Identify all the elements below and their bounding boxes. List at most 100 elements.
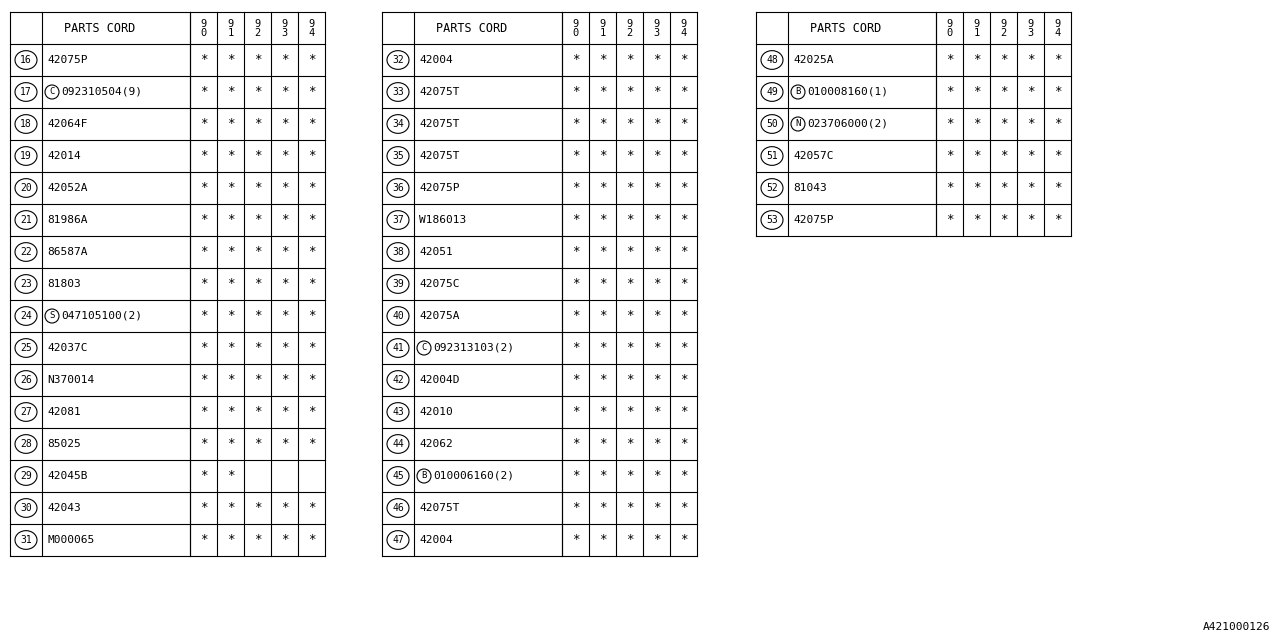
Text: 9: 9 [255,19,261,29]
Text: *: * [253,54,261,67]
Text: *: * [572,118,580,131]
Text: 42075P: 42075P [47,55,87,65]
Text: *: * [680,182,687,195]
Text: N: N [795,120,801,129]
Text: *: * [280,86,288,99]
Text: *: * [680,342,687,355]
Text: *: * [280,246,288,259]
Text: 18: 18 [20,119,32,129]
Text: PARTS CORD: PARTS CORD [436,22,508,35]
Text: *: * [599,246,607,259]
Text: 0: 0 [946,28,952,38]
Text: *: * [200,150,207,163]
Text: *: * [1053,182,1061,195]
Text: 010008160(1): 010008160(1) [806,87,888,97]
Text: 24: 24 [20,311,32,321]
Text: *: * [307,374,315,387]
Text: *: * [599,534,607,547]
Text: 42052A: 42052A [47,183,87,193]
Text: *: * [626,86,634,99]
Text: *: * [572,86,580,99]
Text: 4: 4 [681,28,686,38]
Text: *: * [1053,150,1061,163]
Text: *: * [626,214,634,227]
Text: *: * [227,406,234,419]
Text: *: * [253,374,261,387]
Text: 9: 9 [626,19,632,29]
Text: *: * [1000,182,1007,195]
Text: 42: 42 [392,375,404,385]
Text: 27: 27 [20,407,32,417]
Text: 50: 50 [767,119,778,129]
Text: C: C [421,344,426,353]
Text: 9: 9 [1001,19,1006,29]
Text: *: * [572,406,580,419]
Text: *: * [307,54,315,67]
Text: *: * [253,438,261,451]
Text: *: * [227,150,234,163]
Text: *: * [1027,214,1034,227]
Text: 21: 21 [20,215,32,225]
Text: *: * [599,182,607,195]
Text: *: * [280,534,288,547]
Text: 42075P: 42075P [794,215,833,225]
Text: *: * [200,86,207,99]
Text: 010006160(2): 010006160(2) [433,471,515,481]
Text: 34: 34 [392,119,404,129]
Text: 3: 3 [282,28,288,38]
Text: *: * [626,534,634,547]
Text: *: * [227,438,234,451]
Text: 9: 9 [308,19,315,29]
Text: *: * [572,342,580,355]
Text: *: * [653,438,660,451]
Text: *: * [227,534,234,547]
Text: *: * [307,310,315,323]
Text: *: * [200,374,207,387]
Text: *: * [680,438,687,451]
Text: *: * [973,150,980,163]
Text: *: * [307,182,315,195]
Text: *: * [227,246,234,259]
Text: *: * [280,118,288,131]
Text: 16: 16 [20,55,32,65]
Text: *: * [599,118,607,131]
Text: *: * [653,278,660,291]
Text: 33: 33 [392,87,404,97]
Text: 46: 46 [392,503,404,513]
Text: B: B [795,88,801,97]
Text: 9: 9 [572,19,579,29]
Text: *: * [200,406,207,419]
Text: *: * [973,86,980,99]
Text: *: * [253,150,261,163]
Text: *: * [227,182,234,195]
Text: 9: 9 [228,19,234,29]
Text: PARTS CORD: PARTS CORD [64,22,136,35]
Text: *: * [680,118,687,131]
Text: *: * [599,54,607,67]
Text: *: * [626,374,634,387]
Text: 9: 9 [1055,19,1061,29]
Text: 42037C: 42037C [47,343,87,353]
Text: *: * [599,214,607,227]
Text: 42075P: 42075P [419,183,460,193]
Text: *: * [572,54,580,67]
Text: *: * [680,150,687,163]
Text: *: * [307,246,315,259]
Text: *: * [280,150,288,163]
Text: *: * [200,310,207,323]
Text: 42075T: 42075T [419,119,460,129]
Text: *: * [626,278,634,291]
Text: 9: 9 [1028,19,1034,29]
Text: *: * [227,118,234,131]
Text: 092313103(2): 092313103(2) [433,343,515,353]
Text: *: * [280,374,288,387]
Text: 9: 9 [282,19,288,29]
Text: 85025: 85025 [47,439,81,449]
Text: 42043: 42043 [47,503,81,513]
Text: 9: 9 [681,19,686,29]
Text: *: * [572,182,580,195]
Text: *: * [200,54,207,67]
Text: *: * [1053,118,1061,131]
Text: *: * [253,118,261,131]
Text: *: * [653,342,660,355]
